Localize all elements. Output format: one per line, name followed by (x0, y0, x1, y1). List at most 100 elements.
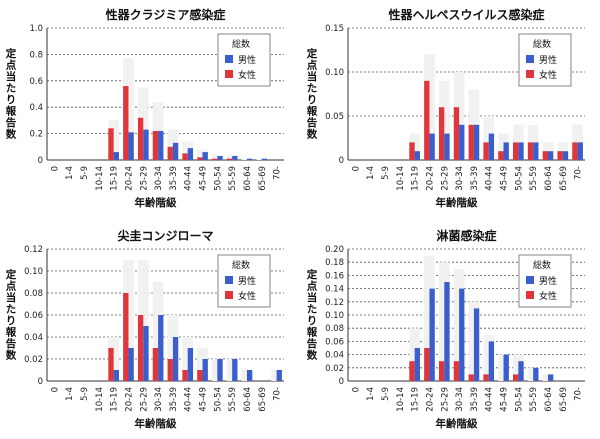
bar-female (513, 142, 519, 160)
bar-male (518, 142, 524, 160)
total-bar (152, 101, 164, 160)
x-tick-label: 20-24 (425, 166, 435, 191)
bar-male (158, 315, 164, 381)
y-tick-label: 0.6 (29, 77, 43, 87)
y-tick-label: 0.02 (24, 355, 43, 365)
x-tick-label: 30-34 (455, 166, 465, 191)
x-tick-label: 45-49 (500, 166, 510, 191)
x-tick-label: 10-14 (396, 387, 406, 412)
bar-male (414, 151, 420, 160)
x-tick-label: 60-64 (544, 166, 554, 191)
bar-female (197, 370, 203, 381)
y-tick-label: 0.08 (24, 289, 43, 299)
bar-male (473, 124, 480, 160)
legend-swatch-female (526, 291, 534, 299)
x-tick-label: 55-59 (529, 387, 539, 412)
x-tick-label: 50-54 (514, 166, 524, 191)
x-tick-label: 15-19 (411, 387, 421, 412)
y-tick-label: 0.8 (29, 50, 43, 60)
x-tick-label: 45-49 (199, 387, 209, 412)
bar-male (444, 282, 450, 381)
legend-swatch-female (526, 70, 534, 78)
bar-male (172, 142, 179, 160)
x-tick-label: 5-9 (80, 387, 90, 401)
y-tick-label: 1.0 (29, 24, 43, 34)
x-tick-label: 30-34 (455, 387, 465, 412)
bar-male (533, 367, 539, 381)
x-tick-label: 55-59 (228, 387, 238, 412)
legend-swatch-female (225, 70, 233, 78)
x-tick-label: 55-59 (228, 166, 238, 191)
x-tick-label: 40-44 (184, 166, 194, 191)
bar-female (468, 124, 474, 160)
bar-female (438, 107, 445, 160)
bar-female (409, 142, 415, 160)
bar-male (113, 370, 119, 381)
bar-female (197, 157, 203, 160)
bar-female (123, 86, 129, 160)
bar-male (187, 348, 194, 381)
bar-female (424, 80, 430, 160)
bar-male (577, 142, 583, 160)
y-tick-label: 0.12 (24, 245, 43, 255)
bar-male (113, 152, 119, 160)
y-tick-label: 0.06 (24, 311, 43, 321)
y-tick-label: 0.2 (29, 130, 43, 140)
x-tick-label: 15-19 (110, 387, 120, 412)
y-tick-label: 0 (38, 377, 43, 387)
x-tick-label: 1-4 (366, 166, 376, 180)
chart-panel-1: 性器クラジミア感染症 0 0.2 0.4 0.6 0.8 1.0 0 1-4 5-9 10-14 15… (5, 7, 284, 209)
x-tick-label: 60-64 (243, 387, 253, 412)
bar-male (503, 354, 509, 381)
x-axis-label: 年齢階級 (135, 417, 177, 430)
bar-female (182, 153, 188, 160)
y-tick-label: 0 (339, 156, 344, 166)
bar-male (187, 148, 194, 160)
x-tick-label: 5-9 (80, 166, 90, 180)
bar-female (513, 374, 519, 381)
x-tick-label: 45-49 (199, 166, 209, 191)
x-tick-label: 50-54 (514, 387, 524, 412)
y-tick-label: 0.08 (325, 324, 344, 334)
bar-female (424, 348, 430, 381)
bar-male (276, 370, 282, 381)
bar-male (232, 359, 238, 381)
x-tick-label: 40-44 (485, 166, 495, 191)
x-tick-label: 20-24 (124, 387, 134, 412)
bar-male (246, 158, 253, 160)
x-tick-label: 50-54 (213, 387, 223, 412)
x-tick-label: 30-34 (154, 166, 164, 191)
bar-female (483, 374, 489, 381)
y-tick-label: 0 (38, 156, 43, 166)
x-tick-label: 65-69 (559, 166, 569, 191)
y-tick-label: 0.10 (24, 267, 43, 277)
x-tick-label: 35-39 (169, 387, 179, 412)
bar-female (453, 107, 460, 160)
legend-label: 男性 (238, 275, 256, 287)
bar-male (518, 361, 524, 381)
x-tick-label: 35-39 (169, 166, 179, 191)
x-tick-label: 5-9 (381, 166, 391, 180)
y-tick-label: 0.14 (325, 285, 344, 295)
bar-female (226, 158, 233, 160)
x-tick-label: 35-39 (470, 387, 480, 412)
bar-female (108, 128, 114, 160)
bar-male (261, 158, 268, 160)
bar-male (217, 359, 223, 381)
x-tick-label: 25-29 (139, 387, 149, 412)
legend-swatch-male (225, 276, 233, 284)
bar-female (438, 361, 445, 381)
x-tick-label: 15-19 (110, 166, 120, 191)
bar-male (473, 308, 480, 381)
bar-male (562, 151, 569, 160)
y-tick-label: 0.12 (325, 298, 344, 308)
bar-male (459, 124, 465, 160)
chart-title: 尖圭コンジローマ (117, 228, 213, 243)
bar-male (533, 142, 539, 160)
x-tick-label: 10-14 (95, 387, 105, 412)
bar-male (202, 359, 208, 381)
legend-title: 総数 (232, 259, 250, 271)
y-tick-label: 0.4 (29, 103, 43, 113)
bar-male (547, 151, 554, 160)
bar-female (152, 348, 159, 381)
